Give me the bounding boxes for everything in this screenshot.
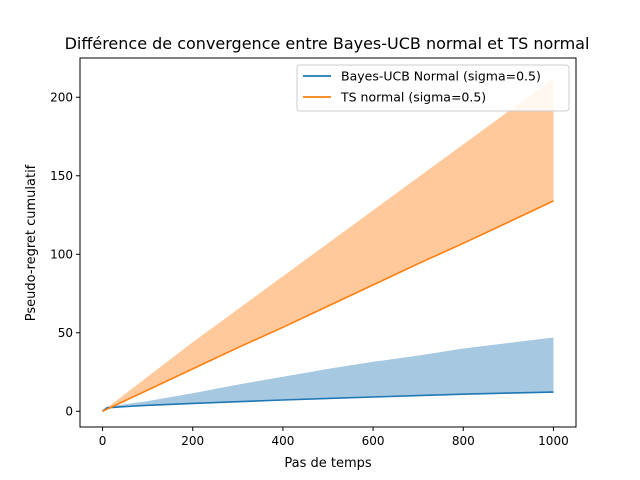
y-axis: 0 50 100 150 200 (50, 90, 80, 418)
x-tick-label: 1000 (538, 434, 569, 448)
plot-frame (79, 57, 577, 428)
line-series-1 (102, 391, 554, 412)
x-tick-label: 400 (271, 434, 294, 448)
y-axis-label: Pseudo-regret cumulatif (24, 164, 39, 321)
y-tick-label: 100 (50, 247, 73, 261)
legend-label-2: TS normal (sigma=0.5) (340, 90, 486, 105)
series-lines (102, 200, 554, 413)
y-tick-label: 50 (58, 326, 73, 340)
band-series-1 (102, 337, 554, 412)
x-tick-label: 200 (181, 434, 204, 448)
x-tick-label: 0 (99, 434, 107, 448)
y-tick-label: 200 (50, 90, 73, 104)
x-tick-label: 600 (362, 434, 385, 448)
band-series-2 (102, 78, 554, 412)
legend: Bayes-UCB Normal (sigma=0.5) TS normal (s… (296, 64, 570, 112)
x-axis-label: Pas de temps (284, 456, 372, 471)
x-axis: 0 200 400 600 800 1000 (99, 427, 569, 448)
y-tick-label: 150 (50, 169, 73, 183)
x-tick-label: 800 (452, 434, 475, 448)
legend-box (296, 64, 570, 112)
legend-label-1: Bayes-UCB Normal (sigma=0.5) (341, 69, 541, 84)
y-tick-label: 0 (65, 404, 73, 418)
chart-title: Différence de convergence entre Bayes-UC… (65, 34, 590, 53)
line-series-2 (102, 200, 554, 413)
confidence-bands (102, 78, 554, 412)
